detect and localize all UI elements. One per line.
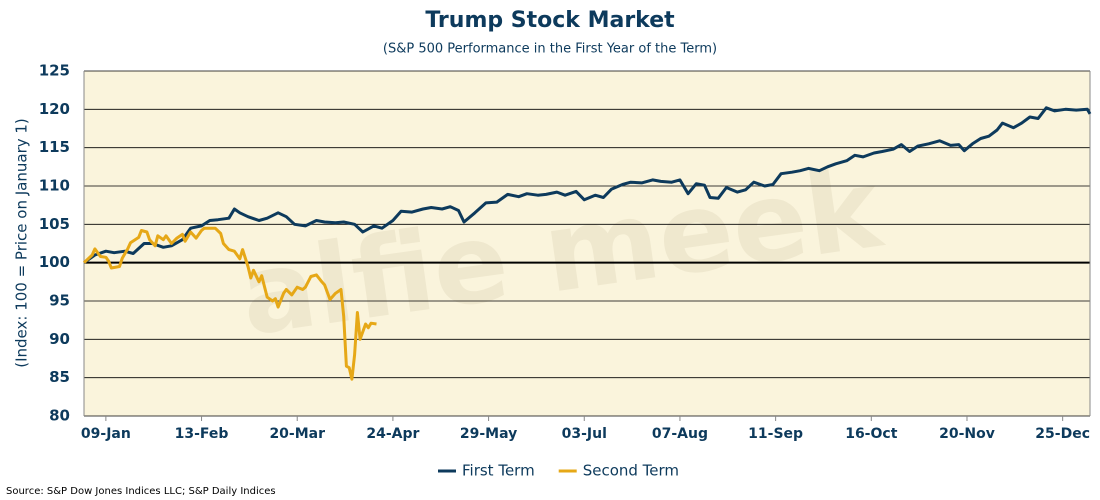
y-tick-label: 80 — [49, 407, 70, 425]
x-tick-label: 16-Oct — [845, 426, 897, 442]
line-series — [83, 106, 1092, 264]
x-tick-label: 11-Sep — [748, 426, 803, 442]
x-tick-label: 03-Jul — [562, 426, 607, 442]
y-axis-label: (Index: 100 = Price on January 1) — [13, 118, 31, 368]
x-tick-label: 24-Apr — [366, 426, 419, 442]
legend-label: First Term — [462, 462, 535, 480]
x-tick-label: 20-Mar — [269, 426, 325, 442]
line-series — [82, 226, 377, 381]
y-tick-label: 100 — [39, 253, 70, 271]
legend-label: Second Term — [583, 462, 679, 480]
x-tick-label: 20-Nov — [939, 426, 995, 442]
plot-area — [84, 71, 1090, 416]
chart-subtitle: (S&P 500 Performance in the First Year o… — [383, 42, 717, 57]
source: Source: S&P Dow Jones Indices LLC; S&P D… — [6, 486, 276, 497]
y-tick-label: 110 — [39, 177, 70, 195]
x-tick-label: 29-May — [460, 426, 517, 442]
x-tick-label: 07-Aug — [652, 426, 708, 442]
x-tick-label: 13-Feb — [175, 426, 229, 442]
y-tick-label: 85 — [49, 368, 70, 386]
y-tick-label: 125 — [39, 62, 70, 80]
y-tick-label: 105 — [39, 215, 70, 233]
y-tick-label: 90 — [49, 330, 70, 348]
x-tick-label: 09-Jan — [81, 426, 131, 442]
x-tick-label: 25-Dec — [1035, 426, 1090, 442]
y-tick-label: 120 — [39, 100, 70, 118]
y-tick-label: 115 — [39, 138, 70, 156]
y-tick-label: 95 — [49, 292, 70, 310]
chart-title: Trump Stock Market — [425, 8, 675, 33]
